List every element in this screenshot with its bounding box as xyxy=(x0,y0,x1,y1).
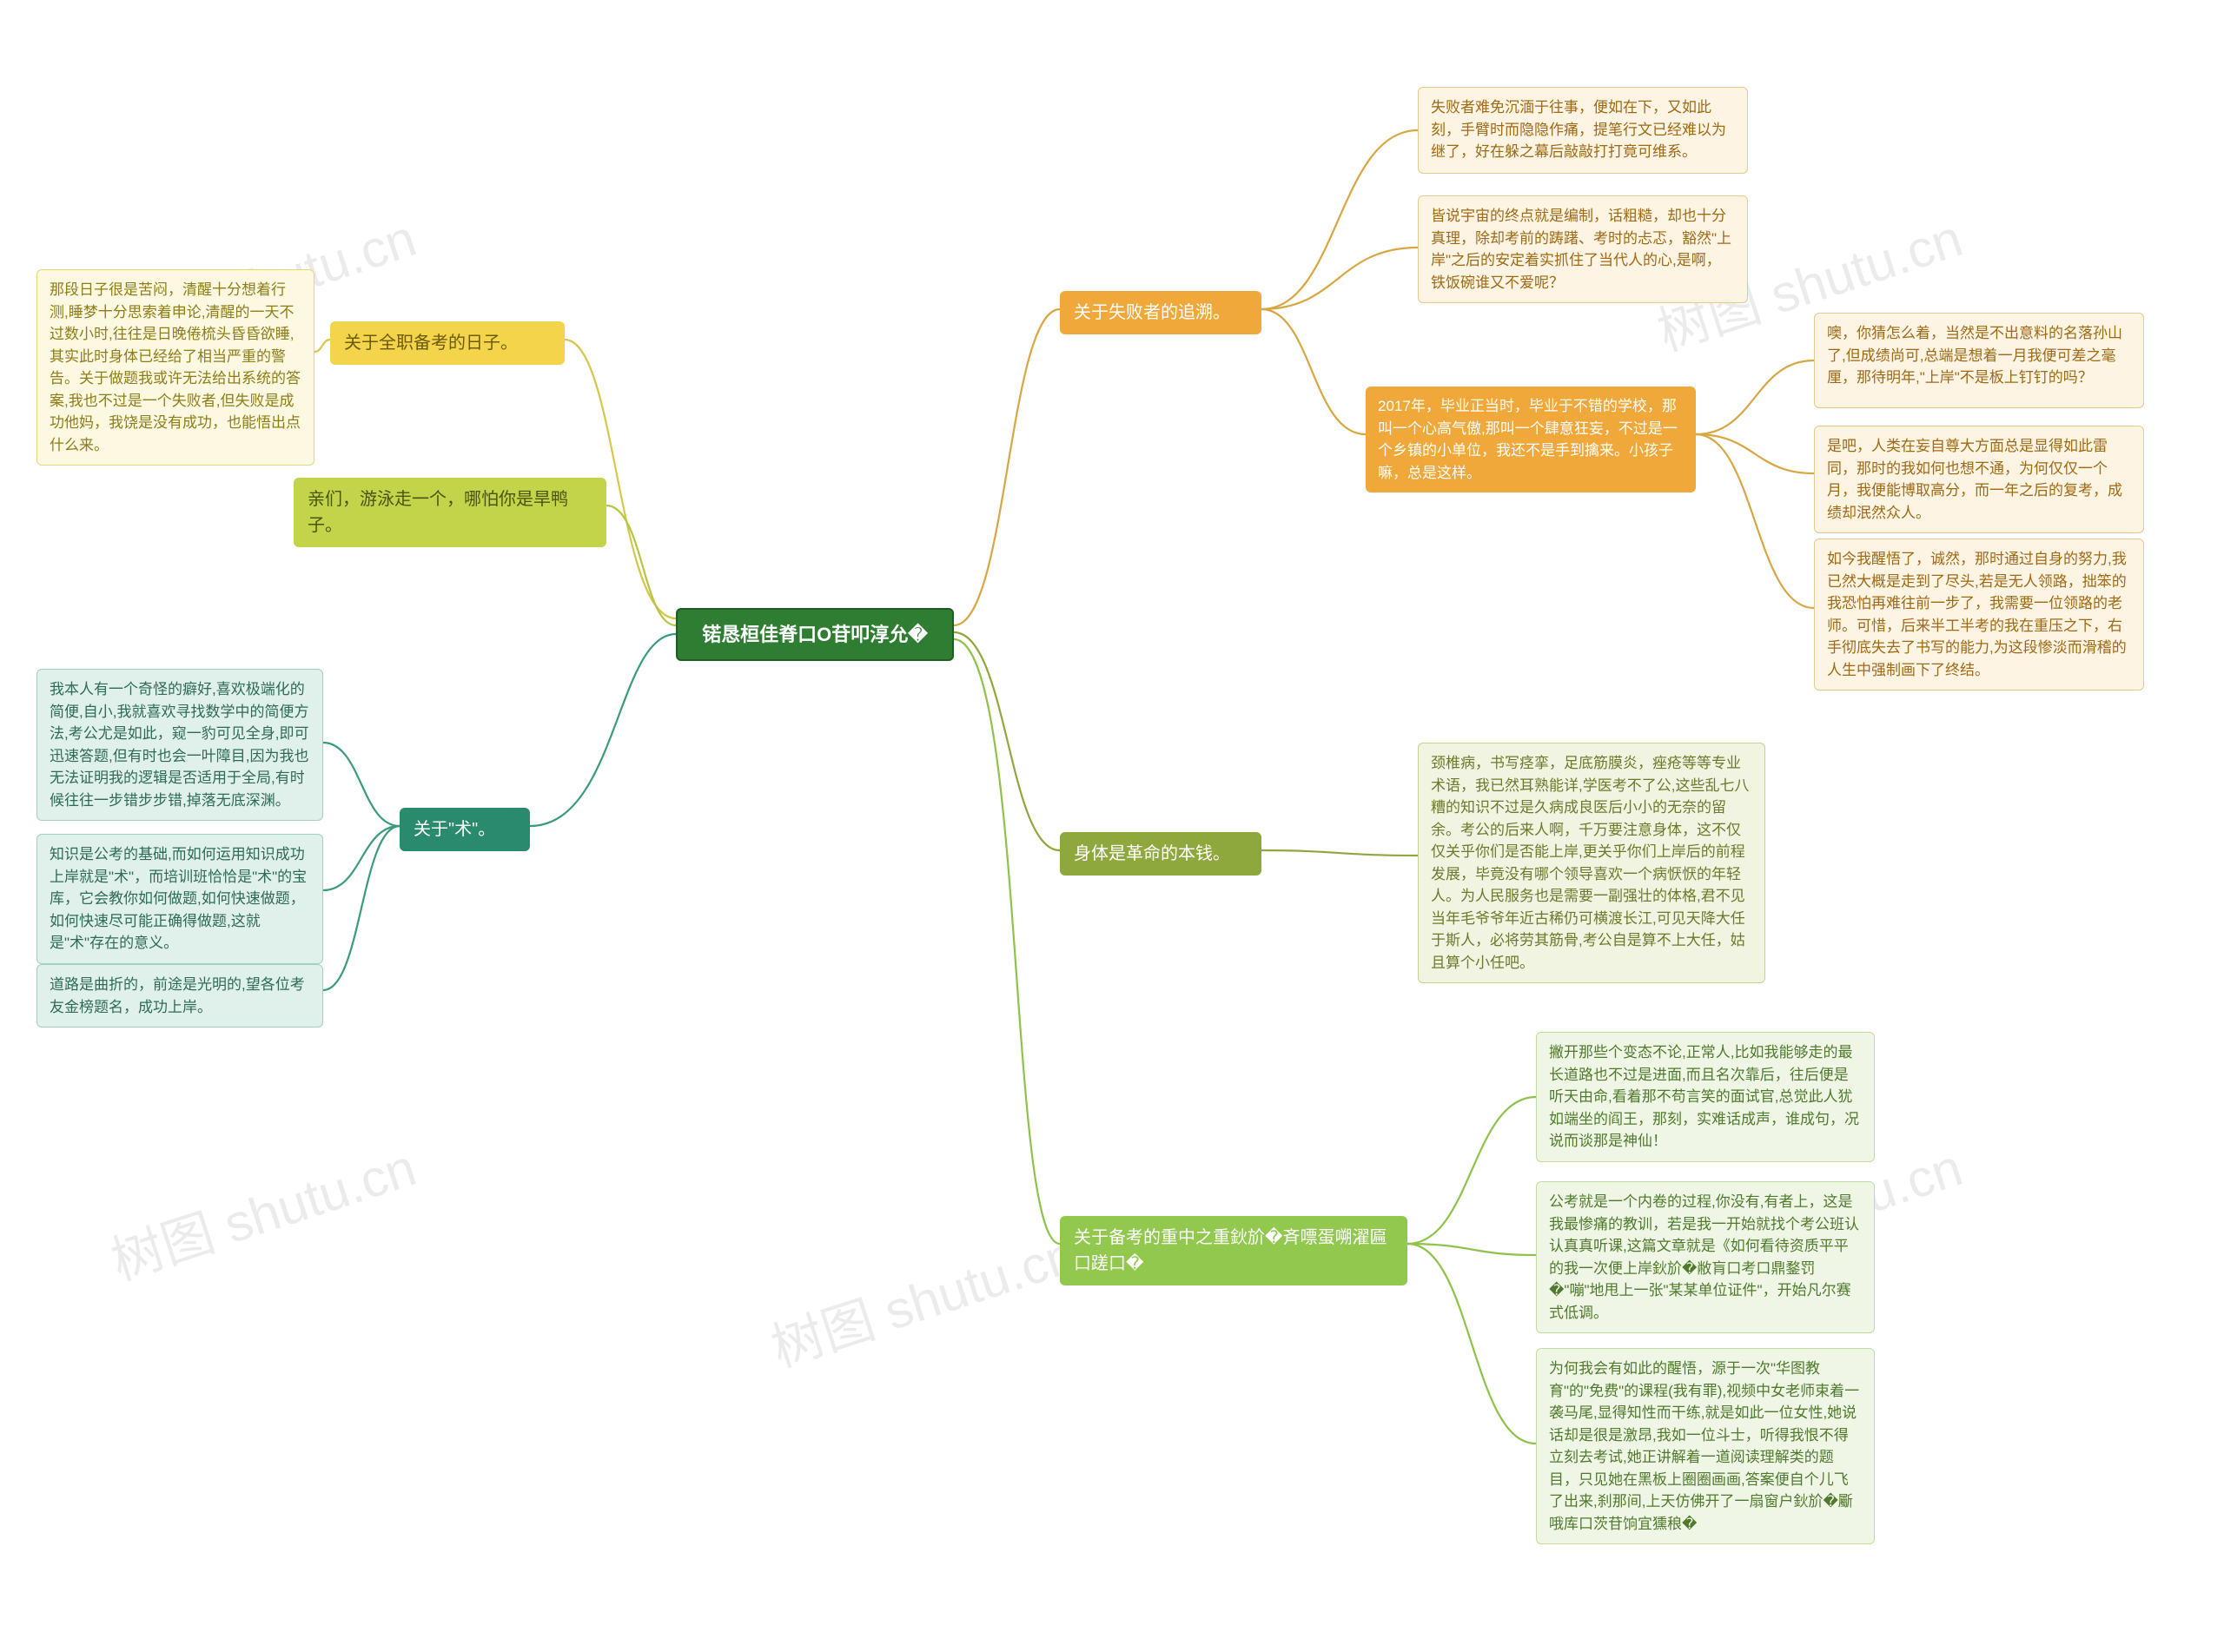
branch-technique[interactable]: 关于"术"。 xyxy=(400,808,530,851)
branch-training-class[interactable]: 关于备考的重中之重鈥斺�斉嘌蛋嗍濯匾口蹉口� xyxy=(1060,1216,1407,1285)
leaf-fulltime-1: 那段日子很是苦闷，清醒十分想着行测,睡梦十分思索着申论,清醒的一天不过数小时,往… xyxy=(36,269,314,466)
leaf-2017-1: 噢，你猜怎么着，当然是不出意料的名落孙山了,但成绩尚可,总端是想着一月我便可差之… xyxy=(1814,313,2144,408)
leaf-failure-1: 失败者难免沉湎于往事，便如在下，又如此刻，手臂时而隐隐作痛，提笔行文已经难以为继… xyxy=(1418,87,1748,174)
subbranch-2017[interactable]: 2017年，毕业正当时，毕业于不错的学校，那叫一个心高气傲,那叫一个肆意狂妄，不… xyxy=(1366,387,1696,492)
leaf-2017-3: 如今我醒悟了，诚然，那时通过自身的努力,我已然大概是走到了尽头,若是无人领路，拙… xyxy=(1814,539,2144,691)
branch-swimming[interactable]: 亲们，游泳走一个，哪怕你是旱鸭子。 xyxy=(294,478,606,547)
mindmap-root[interactable]: 锘恳桓佳脊口O苷叩淳允� xyxy=(676,608,954,661)
watermark: 树图 shutu.cn xyxy=(760,1213,1084,1382)
branch-health[interactable]: 身体是革命的本钱。 xyxy=(1060,832,1261,876)
leaf-training-2: 公考就是一个内卷的过程,你没有,有者上，这是我最惨痛的教训，若是我一开始就找个考… xyxy=(1536,1181,1875,1333)
leaf-technique-2: 知识是公考的基础,而如何运用知识成功上岸就是"术"，而培训班恰恰是"术"的宝库，… xyxy=(36,834,323,964)
branch-failure-trace[interactable]: 关于失败者的追溯。 xyxy=(1060,291,1261,334)
leaf-training-1: 撇开那些个变态不论,正常人,比如我能够走的最长道路也不过是进面,而且名次靠后，往… xyxy=(1536,1032,1875,1162)
leaf-technique-1: 我本人有一个奇怪的癖好,喜欢极端化的简便,自小,我就喜欢寻找数学中的简便方法,考… xyxy=(36,669,323,821)
mindmap-edges xyxy=(0,0,2224,1652)
leaf-2017-2: 是吧，人类在妄自尊大方面总是显得如此雷同，那时的我如何也想不通，为何仅仅一个月，… xyxy=(1814,426,2144,533)
leaf-technique-3: 道路是曲折的，前途是光明的,望各位考友金榜题名，成功上岸。 xyxy=(36,964,323,1028)
watermark: 树图 shutu.cn xyxy=(100,1126,424,1295)
leaf-health-1: 颈椎病，书写痉挛，足底筋膜炎，痤疮等等专业术语，我已然耳熟能详,学医考不了公,这… xyxy=(1418,743,1765,983)
branch-fulltime-prep[interactable]: 关于全职备考的日子。 xyxy=(330,321,565,365)
leaf-failure-2: 皆说宇宙的终点就是编制，话粗糙，却也十分真理，除却考前的踌躇、考时的忐忑，豁然"… xyxy=(1418,195,1748,303)
leaf-training-3: 为何我会有如此的醒悟，源于一次"华图教育"的"免费"的课程(我有罪),视频中女老… xyxy=(1536,1348,1875,1544)
